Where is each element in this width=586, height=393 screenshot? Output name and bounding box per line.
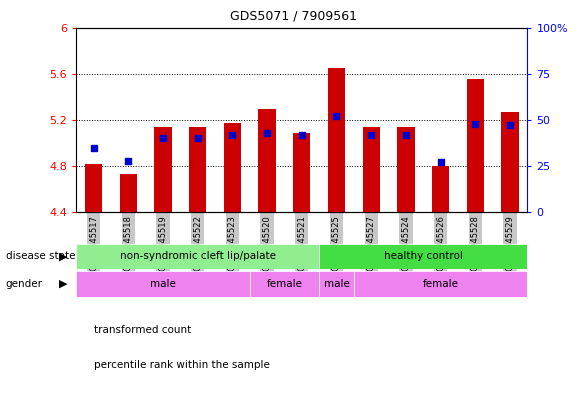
Point: [471, 120, 480, 127]
Point: [158, 135, 168, 141]
Bar: [319, 244, 527, 269]
Text: ▶: ▶: [59, 279, 67, 289]
Text: percentile rank within the sample: percentile rank within the sample: [94, 360, 270, 371]
Point: [124, 157, 133, 163]
Text: healthy control: healthy control: [384, 252, 463, 261]
Text: transformed count: transformed count: [94, 325, 191, 335]
Bar: [250, 271, 319, 297]
Point: [436, 159, 445, 165]
Point: [332, 113, 341, 119]
Bar: [363, 127, 380, 212]
Bar: [293, 132, 311, 212]
Bar: [328, 68, 345, 212]
Text: male: male: [150, 279, 176, 289]
Text: non-syndromic cleft lip/palate: non-syndromic cleft lip/palate: [120, 252, 275, 261]
Bar: [432, 166, 449, 212]
Bar: [189, 127, 206, 212]
Point: [401, 132, 411, 138]
Bar: [502, 112, 519, 212]
Bar: [397, 127, 415, 212]
Text: female: female: [423, 279, 459, 289]
Bar: [224, 123, 241, 212]
Text: gender: gender: [6, 279, 43, 289]
Point: [366, 132, 376, 138]
Bar: [258, 110, 276, 212]
Bar: [154, 127, 172, 212]
Bar: [76, 244, 319, 269]
Point: [228, 132, 237, 138]
Point: [263, 130, 272, 136]
Text: disease state: disease state: [6, 252, 76, 261]
Text: female: female: [267, 279, 302, 289]
Bar: [76, 271, 250, 297]
Point: [193, 135, 202, 141]
Bar: [85, 164, 102, 212]
Bar: [354, 271, 527, 297]
Point: [297, 132, 306, 138]
Point: [89, 144, 98, 151]
Point: [505, 122, 515, 129]
Bar: [120, 174, 137, 212]
Bar: [319, 271, 354, 297]
Bar: [466, 79, 484, 212]
Text: ▶: ▶: [59, 252, 67, 261]
Text: GDS5071 / 7909561: GDS5071 / 7909561: [230, 10, 356, 23]
Text: male: male: [323, 279, 349, 289]
